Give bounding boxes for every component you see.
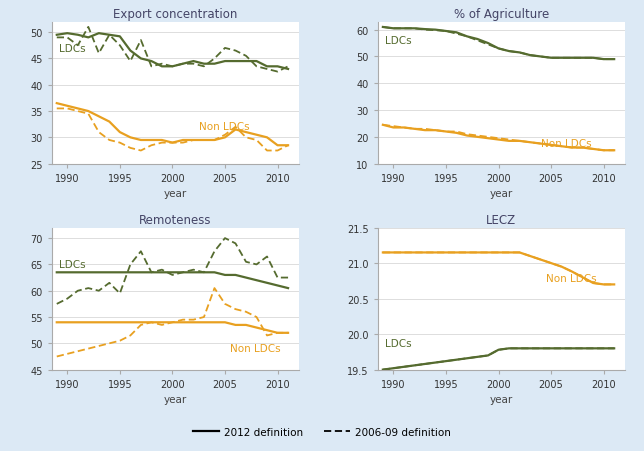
Title: Export concentration: Export concentration <box>113 9 237 21</box>
Text: Non LDCs: Non LDCs <box>199 122 249 132</box>
Text: LDCs: LDCs <box>385 338 412 349</box>
X-axis label: year: year <box>164 394 187 405</box>
Text: LDCs: LDCs <box>59 259 86 269</box>
Text: Non LDCs: Non LDCs <box>231 344 281 354</box>
Text: Non LDCs: Non LDCs <box>546 273 596 283</box>
X-axis label: year: year <box>489 189 513 199</box>
Legend: 2012 definition, 2006-09 definition: 2012 definition, 2006-09 definition <box>189 423 455 441</box>
Title: LECZ: LECZ <box>486 214 516 227</box>
Text: LDCs: LDCs <box>59 43 86 53</box>
X-axis label: year: year <box>164 189 187 199</box>
X-axis label: year: year <box>489 394 513 405</box>
Title: Remoteness: Remoteness <box>139 214 211 227</box>
Text: Non LDCs: Non LDCs <box>540 139 591 149</box>
Title: % of Agriculture: % of Agriculture <box>453 9 549 21</box>
Text: LDCs: LDCs <box>385 36 412 46</box>
